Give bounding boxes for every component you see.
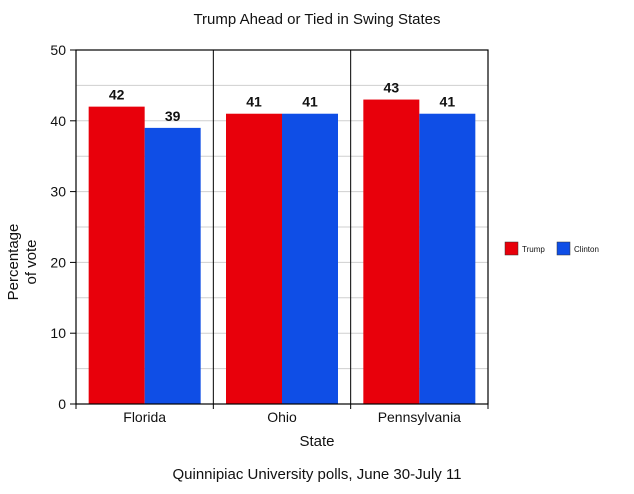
data-label-clinton-ohio: 41 <box>302 94 318 110</box>
legend-label-trump: Trump <box>522 245 545 254</box>
y-tick-label-50: 50 <box>50 42 66 58</box>
data-label-trump-ohio: 41 <box>246 94 262 110</box>
x-axis-title: State <box>299 433 334 450</box>
data-label-clinton-florida: 39 <box>165 108 181 124</box>
x-tick-label-ohio: Ohio <box>267 409 297 425</box>
bar-trump-florida <box>88 106 145 404</box>
x-tick-label-pennsylvania: Pennsylvania <box>378 409 461 425</box>
y-axis-title-line-1: Percentage <box>5 224 22 301</box>
labels: 42 39 Florida 41 41 Ohio 43 41 Pennsylvania 0 10 20… <box>50 42 461 425</box>
legend-swatch-trump <box>504 241 519 256</box>
bar-trump-ohio <box>226 113 282 404</box>
bars <box>88 99 476 404</box>
y-tick-label-10: 10 <box>50 325 66 341</box>
bar-clinton-ohio <box>282 113 338 404</box>
legend-label-clinton: Clinton <box>574 245 599 254</box>
legend-swatch-clinton <box>556 241 571 256</box>
y-tick-label-0: 0 <box>58 396 66 412</box>
y-tick-label-40: 40 <box>50 113 66 129</box>
bar-clinton-florida <box>144 127 201 404</box>
y-tick-label-20: 20 <box>50 254 66 270</box>
y-axis-title-line-2: of vote <box>23 239 40 284</box>
chart-title: Trump Ahead or Tied in Swing States <box>193 11 440 28</box>
data-label-clinton-pennsylvania: 41 <box>440 94 456 110</box>
bar-clinton-pennsylvania <box>419 113 476 404</box>
data-label-trump-florida: 42 <box>109 87 125 103</box>
plot-border <box>75 49 489 405</box>
legend: Trump Clinton <box>504 241 599 256</box>
y-tick-label-30: 30 <box>50 184 66 200</box>
chart-caption: Quinnipiac University polls, June 30-Jul… <box>172 466 461 483</box>
x-tick-label-florida: Florida <box>123 409 166 425</box>
bar-trump-pennsylvania <box>363 99 420 404</box>
data-label-trump-pennsylvania: 43 <box>384 80 400 96</box>
plot-frame <box>70 49 489 409</box>
